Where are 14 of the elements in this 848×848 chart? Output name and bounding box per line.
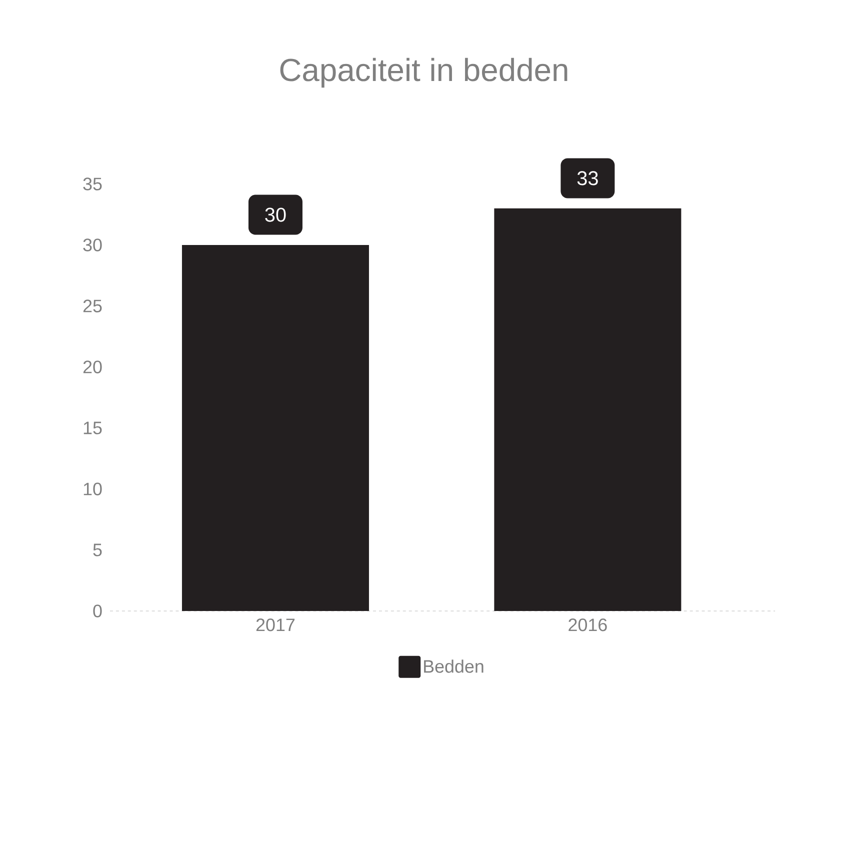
y-tick-label: 35 <box>83 178 102 190</box>
legend-label: Bedden <box>424 660 484 673</box>
y-tick-label: 5 <box>93 544 102 556</box>
chart-title: Capaciteit in bedden <box>280 58 568 88</box>
y-tick-label: 20 <box>83 360 102 374</box>
data-label: 33 <box>577 171 598 186</box>
x-tick-label: 2017 <box>256 618 295 632</box>
y-tick-label: 25 <box>83 300 102 312</box>
data-label: 30 <box>265 208 286 222</box>
y-tick-label: 15 <box>84 422 102 434</box>
y-tick-label: 0 <box>93 604 102 618</box>
y-tick-label: 30 <box>83 238 102 252</box>
y-tick-label: 10 <box>84 482 102 496</box>
x-tick-label: 2016 <box>568 618 607 632</box>
